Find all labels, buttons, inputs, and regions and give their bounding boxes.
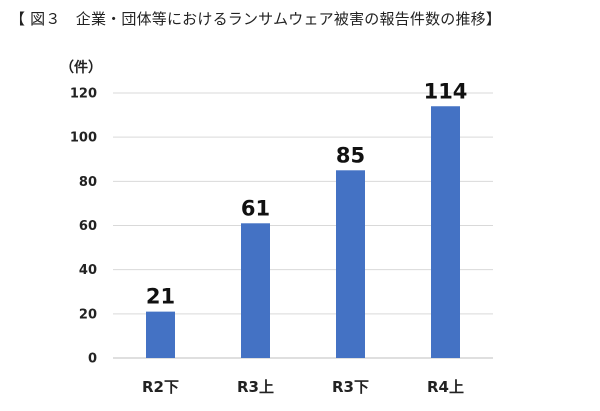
data-label: 21 [146, 285, 175, 309]
x-tick-label: R3上 [237, 378, 274, 396]
y-tick-label: 40 [79, 263, 97, 278]
x-tick-label: R4上 [427, 378, 464, 396]
x-tick-label: R2下 [142, 378, 179, 396]
y-tick-label: 20 [79, 307, 97, 322]
figure-title: 【 図３ 企業・団体等におけるランサムウェア被害の報告件数の推移】 [10, 10, 502, 28]
bar [146, 311, 175, 358]
bar [431, 106, 460, 358]
x-tick-label: R3下 [332, 378, 369, 396]
y-tick-label: 60 [79, 219, 97, 234]
bar [241, 223, 270, 358]
bars [146, 106, 460, 358]
bar [336, 170, 365, 358]
data-label: 114 [424, 79, 468, 103]
y-unit-label: （件） [60, 59, 102, 76]
gridlines [113, 92, 493, 359]
y-tick-label: 100 [70, 131, 97, 146]
data-label: 85 [336, 143, 365, 167]
y-tick-label: 120 [70, 87, 97, 102]
data-label: 61 [241, 196, 270, 220]
y-tick-label: 80 [79, 175, 97, 190]
labels: （件） 0 20 40 60 80 100 120 21 R2下 61 R3上 85 R3下 114 R4上 [60, 59, 467, 396]
y-tick-label: 0 [88, 352, 97, 367]
